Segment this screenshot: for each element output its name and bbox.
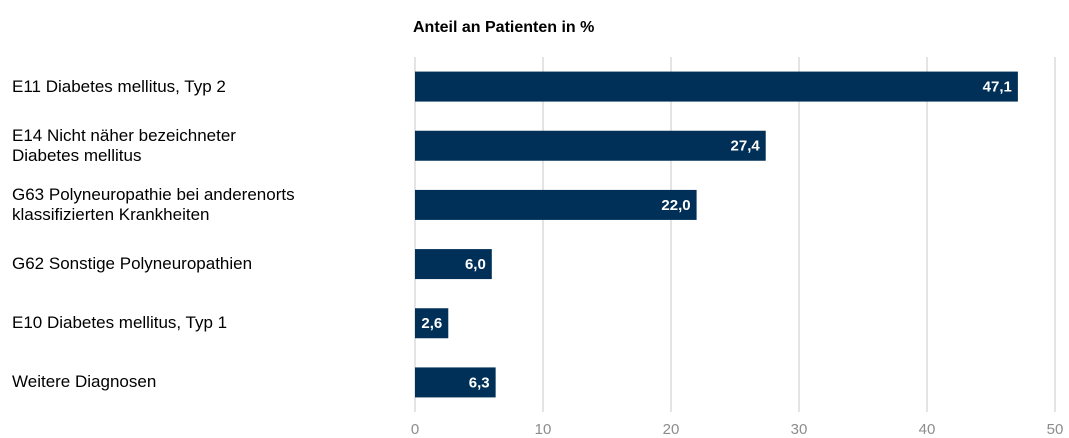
category-label: G63 Polyneuropathie bei anderenorts klas… xyxy=(12,184,295,224)
category-label: Weitere Diagnosen xyxy=(12,372,157,392)
category-label: G62 Sonstige Polyneuropathien xyxy=(12,254,253,274)
x-tick-label: 0 xyxy=(411,421,419,438)
value-label: 22,0 xyxy=(661,197,690,214)
value-label: 47,1 xyxy=(983,79,1012,96)
axis-title: Anteil an Patienten in % xyxy=(413,19,594,36)
x-tick-label: 20 xyxy=(663,421,680,438)
value-label: 27,4 xyxy=(731,138,761,155)
bar xyxy=(415,367,496,398)
value-label: 6,3 xyxy=(469,374,490,391)
bar xyxy=(415,308,449,339)
bar xyxy=(415,189,697,220)
bar xyxy=(415,130,766,161)
category-label: E11 Diabetes mellitus, Typ 2 xyxy=(12,76,226,96)
bar xyxy=(415,71,1018,102)
x-tick-label: 10 xyxy=(535,421,552,438)
x-tick-label: 40 xyxy=(919,421,936,438)
value-label: 2,6 xyxy=(421,315,442,332)
category-label: E10 Diabetes mellitus, Typ 1 xyxy=(12,313,228,333)
value-label: 6,0 xyxy=(465,256,486,273)
x-tick-label: 30 xyxy=(791,421,808,438)
x-tick-label: 50 xyxy=(1047,421,1064,438)
bar xyxy=(415,249,492,280)
category-label: E14 Nicht näher bezeichneter Diabetes me… xyxy=(12,125,236,165)
